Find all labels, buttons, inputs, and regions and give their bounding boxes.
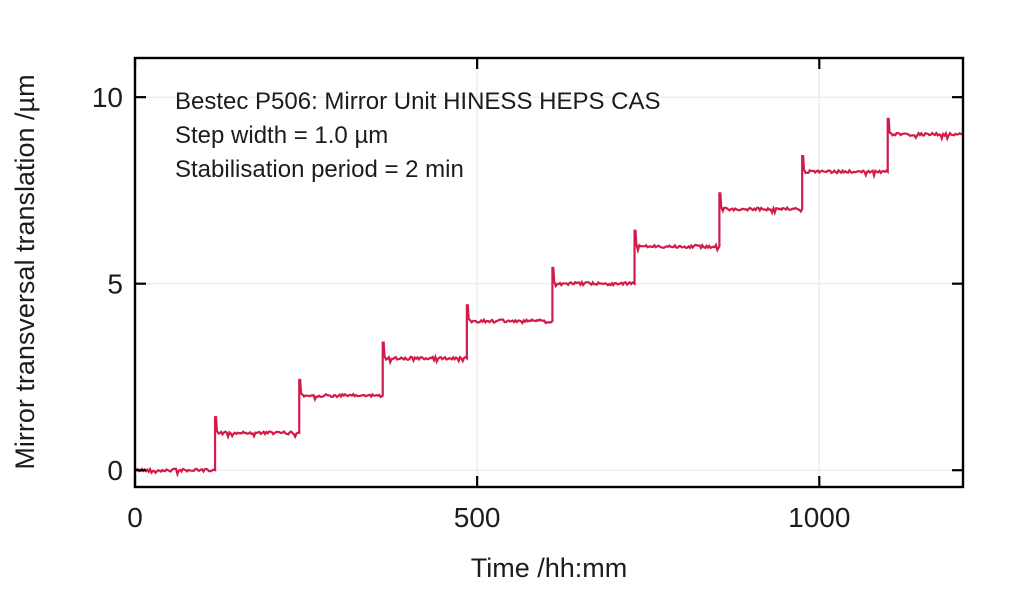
- y-tick-label-10: 10: [92, 82, 123, 113]
- x-tick-label-1000: 1000: [788, 502, 850, 533]
- translation-step-curve: [134, 117, 964, 478]
- y-tick-label-0: 0: [107, 455, 123, 486]
- x-tick-label-500: 500: [454, 502, 501, 533]
- data-curve: [134, 117, 964, 478]
- x-axis-title: Time /hh:mm: [471, 553, 628, 583]
- x-tick-label-0: 0: [127, 502, 143, 533]
- annotation-line-3: Stabilisation period = 2 min: [175, 156, 464, 183]
- plot-frame: [133, 56, 965, 489]
- y-axis-title: Mirror transversal translation /µm: [10, 74, 40, 469]
- annotation-line-1: Bestec P506: Mirror Unit HINESS HEPS CAS: [175, 88, 660, 115]
- axes-frame: [133, 56, 965, 489]
- y-tick-label-5: 5: [107, 269, 123, 300]
- annotation-line-2: Step width = 1.0 µm: [175, 122, 388, 149]
- gridlines: [134, 58, 963, 487]
- tick-marks: [133, 58, 963, 487]
- tick-labels: 0 500 1000 0 5 10: [92, 82, 851, 533]
